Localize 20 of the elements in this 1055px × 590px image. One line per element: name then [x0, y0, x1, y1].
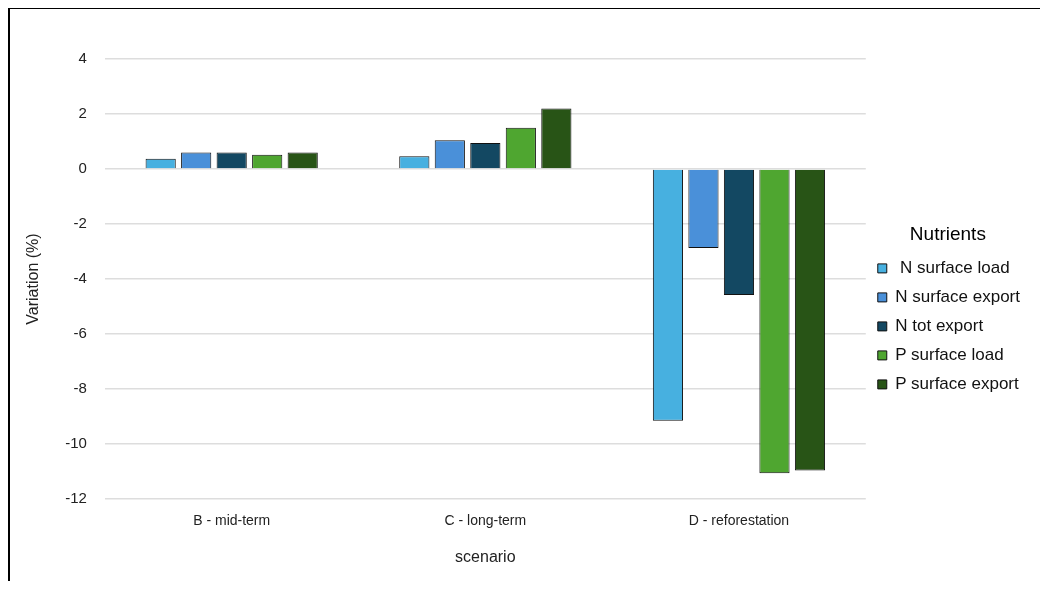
y-tick-label: 0	[78, 159, 87, 177]
legend-label: N surface export	[895, 287, 1021, 307]
x-axis-title: scenario	[455, 547, 516, 565]
legend-label: P surface load	[895, 345, 1004, 365]
y-tick-label: 4	[78, 49, 87, 67]
y-tick-label: -12	[65, 489, 87, 507]
y-tick-label: 2	[78, 104, 87, 122]
legend-label: N surface load	[895, 258, 1010, 278]
y-tick-label: -10	[65, 434, 87, 452]
legend-label: N tot export	[895, 316, 984, 336]
x-tick-label: B - mid-term	[193, 512, 271, 529]
y-tick-label: -8	[73, 379, 87, 397]
y-axis-title: Variation (%)	[24, 233, 42, 325]
y-tick-label: -6	[73, 324, 87, 342]
y-tick-label: -2	[73, 214, 87, 232]
legend-label: P surface export	[895, 374, 1020, 394]
y-tick-label: -4	[73, 269, 87, 287]
x-tick-label: D - reforestation	[688, 512, 790, 529]
x-tick-label: C - long-term	[444, 512, 527, 529]
legend-title: Nutrients	[909, 222, 986, 244]
